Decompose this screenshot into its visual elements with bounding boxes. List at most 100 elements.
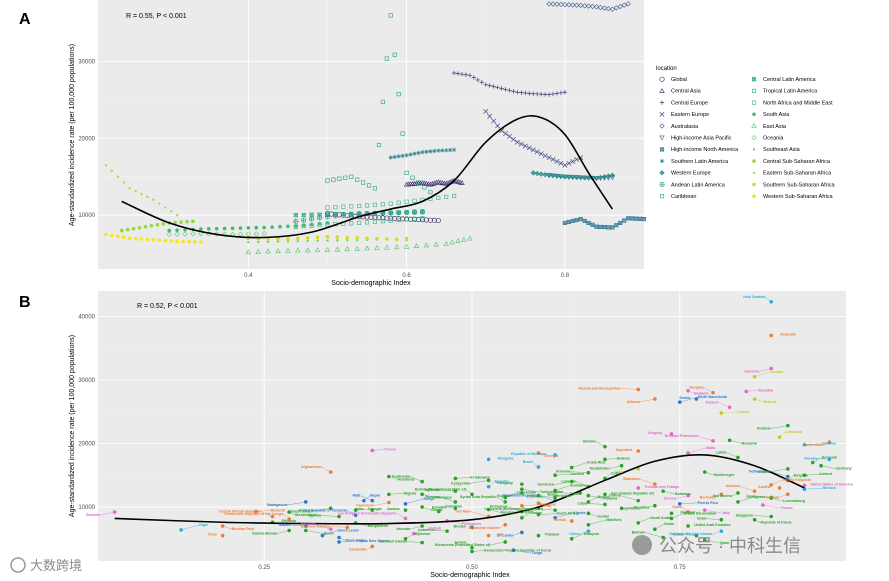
label-burkina-faso: Burkina Faso	[232, 527, 256, 531]
point-albania	[653, 397, 657, 401]
point-mozambique	[287, 510, 291, 514]
point-central-latin-america	[301, 212, 306, 218]
label-dominica: Dominica	[538, 483, 555, 487]
point-southern-sub-saharan-africa	[335, 235, 340, 239]
point-south-asia	[254, 225, 259, 230]
label-samoa: Samoa	[454, 541, 467, 545]
point-lithuania	[777, 435, 782, 439]
point-high-income-north-america	[570, 218, 575, 224]
point-north-africa-and-middle-east	[412, 198, 417, 203]
leader-andorra	[739, 485, 755, 492]
point-east-asia	[384, 244, 390, 250]
point-luxembourg	[769, 496, 773, 500]
point-eastern-europe	[566, 160, 572, 166]
point-honduras	[387, 474, 391, 479]
point-caribbean	[349, 174, 354, 179]
point-nepal	[362, 498, 366, 503]
point-western-sub-saharan-africa	[110, 233, 114, 238]
label-niger: Niger	[199, 523, 209, 527]
leader-indonesia	[435, 529, 448, 532]
label-iran-islamic-republic-of: Iran (Islamic Republic of)	[611, 491, 655, 495]
leader-yemen	[372, 449, 385, 451]
point-western-europe	[554, 173, 560, 179]
point-central-europe	[523, 90, 528, 96]
label-lao-people-s-democratic-republic: Lao People's Democratic Republic	[338, 511, 397, 515]
point-east-asia	[364, 245, 370, 251]
panel-b-y-axis-label: Age-standardized incidence rate (per 100…	[69, 335, 76, 517]
label-china: China	[569, 532, 580, 536]
point-western-europe	[566, 174, 572, 180]
point-high-income-north-america	[590, 222, 595, 227]
point-equatorial-guinea	[503, 522, 508, 527]
label-bolivia-plurinational-state-of: Bolivia (Plurinational State of)	[415, 487, 467, 491]
point-malaysia	[569, 536, 574, 541]
legend-label-east-asia: East Asia	[763, 124, 787, 130]
leader-cameroon	[373, 502, 389, 506]
leader-kazakhstan	[609, 465, 622, 469]
label-vanuatu: Vanuatu	[396, 527, 410, 531]
point-north-africa-and-middle-east	[372, 202, 378, 207]
label-peru: Peru	[570, 492, 578, 496]
point-trinidad-and-tobago	[636, 486, 641, 490]
point-marshall-islands	[420, 540, 424, 545]
point-central-sub-saharan-africa	[125, 227, 130, 232]
point-hungary	[711, 390, 715, 395]
label-turkey: Turkey	[609, 494, 621, 498]
label-bahrain: Bahrain	[632, 530, 645, 534]
label-democratic-people-s-republic-of-korea: Democratic People's Republic of Korea	[484, 548, 552, 552]
point-haiti	[370, 498, 375, 503]
point-western-sub-saharan-africa	[199, 240, 203, 244]
point-central-asia	[445, 180, 451, 185]
leader-croatia	[721, 411, 737, 414]
label-suriname: Suriname	[570, 483, 586, 487]
label-trinidad-and-tobago: Trinidad and Tobago	[644, 485, 680, 489]
point-kuwait	[694, 533, 699, 538]
point-ireland	[786, 467, 790, 471]
point-uganda	[337, 514, 341, 519]
legend-key-western-sub-saharan-africa	[752, 194, 756, 198]
label-lebanon: Lebanon	[561, 480, 576, 484]
panel-b-points	[112, 300, 832, 554]
leader-benin	[305, 530, 324, 534]
point-central-sub-saharan-africa	[149, 223, 154, 228]
point-central-europe	[519, 90, 524, 95]
point-south-asia	[309, 222, 314, 227]
legend-key-central-sub-saharan-africa	[752, 159, 756, 163]
point-central-europe	[507, 88, 512, 93]
point-tropical-latin-america	[357, 220, 362, 225]
leader-ireland	[769, 468, 788, 473]
point-east-asia	[304, 247, 311, 253]
point-global	[384, 215, 390, 221]
point-san-marino	[736, 491, 740, 495]
leader-peru	[555, 490, 571, 495]
label-barbados: Barbados	[623, 477, 640, 481]
point-singapore	[769, 514, 773, 519]
x-tick-label: 0.75	[674, 565, 686, 571]
point-eastern-europe	[487, 113, 493, 119]
point-central-europe	[527, 91, 532, 96]
leader-kuwait	[684, 534, 697, 536]
label-tonga: Tonga	[532, 551, 544, 555]
point-south-asia	[183, 228, 187, 232]
point-turkmenistan	[520, 487, 524, 492]
point-niger	[179, 528, 183, 532]
point-cambodia	[370, 544, 375, 549]
point-global	[368, 214, 374, 220]
point-mexico	[586, 500, 591, 504]
y-tick-label: 20000	[78, 136, 95, 142]
point-central-latin-america	[349, 211, 354, 216]
leader-vanuatu	[410, 525, 423, 530]
label-seychelles: Seychelles	[621, 507, 640, 511]
label-armenia: Armenia	[556, 470, 571, 474]
point-tropical-latin-america	[372, 219, 378, 224]
point-barbados	[653, 482, 657, 486]
point-bosnia-and-herzegovina	[636, 387, 641, 392]
point-western-sub-saharan-africa	[157, 238, 162, 242]
label-timor-leste: Timor-Leste	[345, 538, 366, 542]
point-tropical-latin-america	[388, 218, 393, 223]
legend-key-north-africa-and-middle-east	[751, 100, 757, 105]
legend-label-eastern-sub-saharan-africa: Eastern Sub-Saharan Africa	[763, 171, 832, 177]
point-central-latin-america	[333, 212, 338, 217]
point-south-asia	[199, 227, 203, 231]
leader-albania	[639, 398, 655, 403]
